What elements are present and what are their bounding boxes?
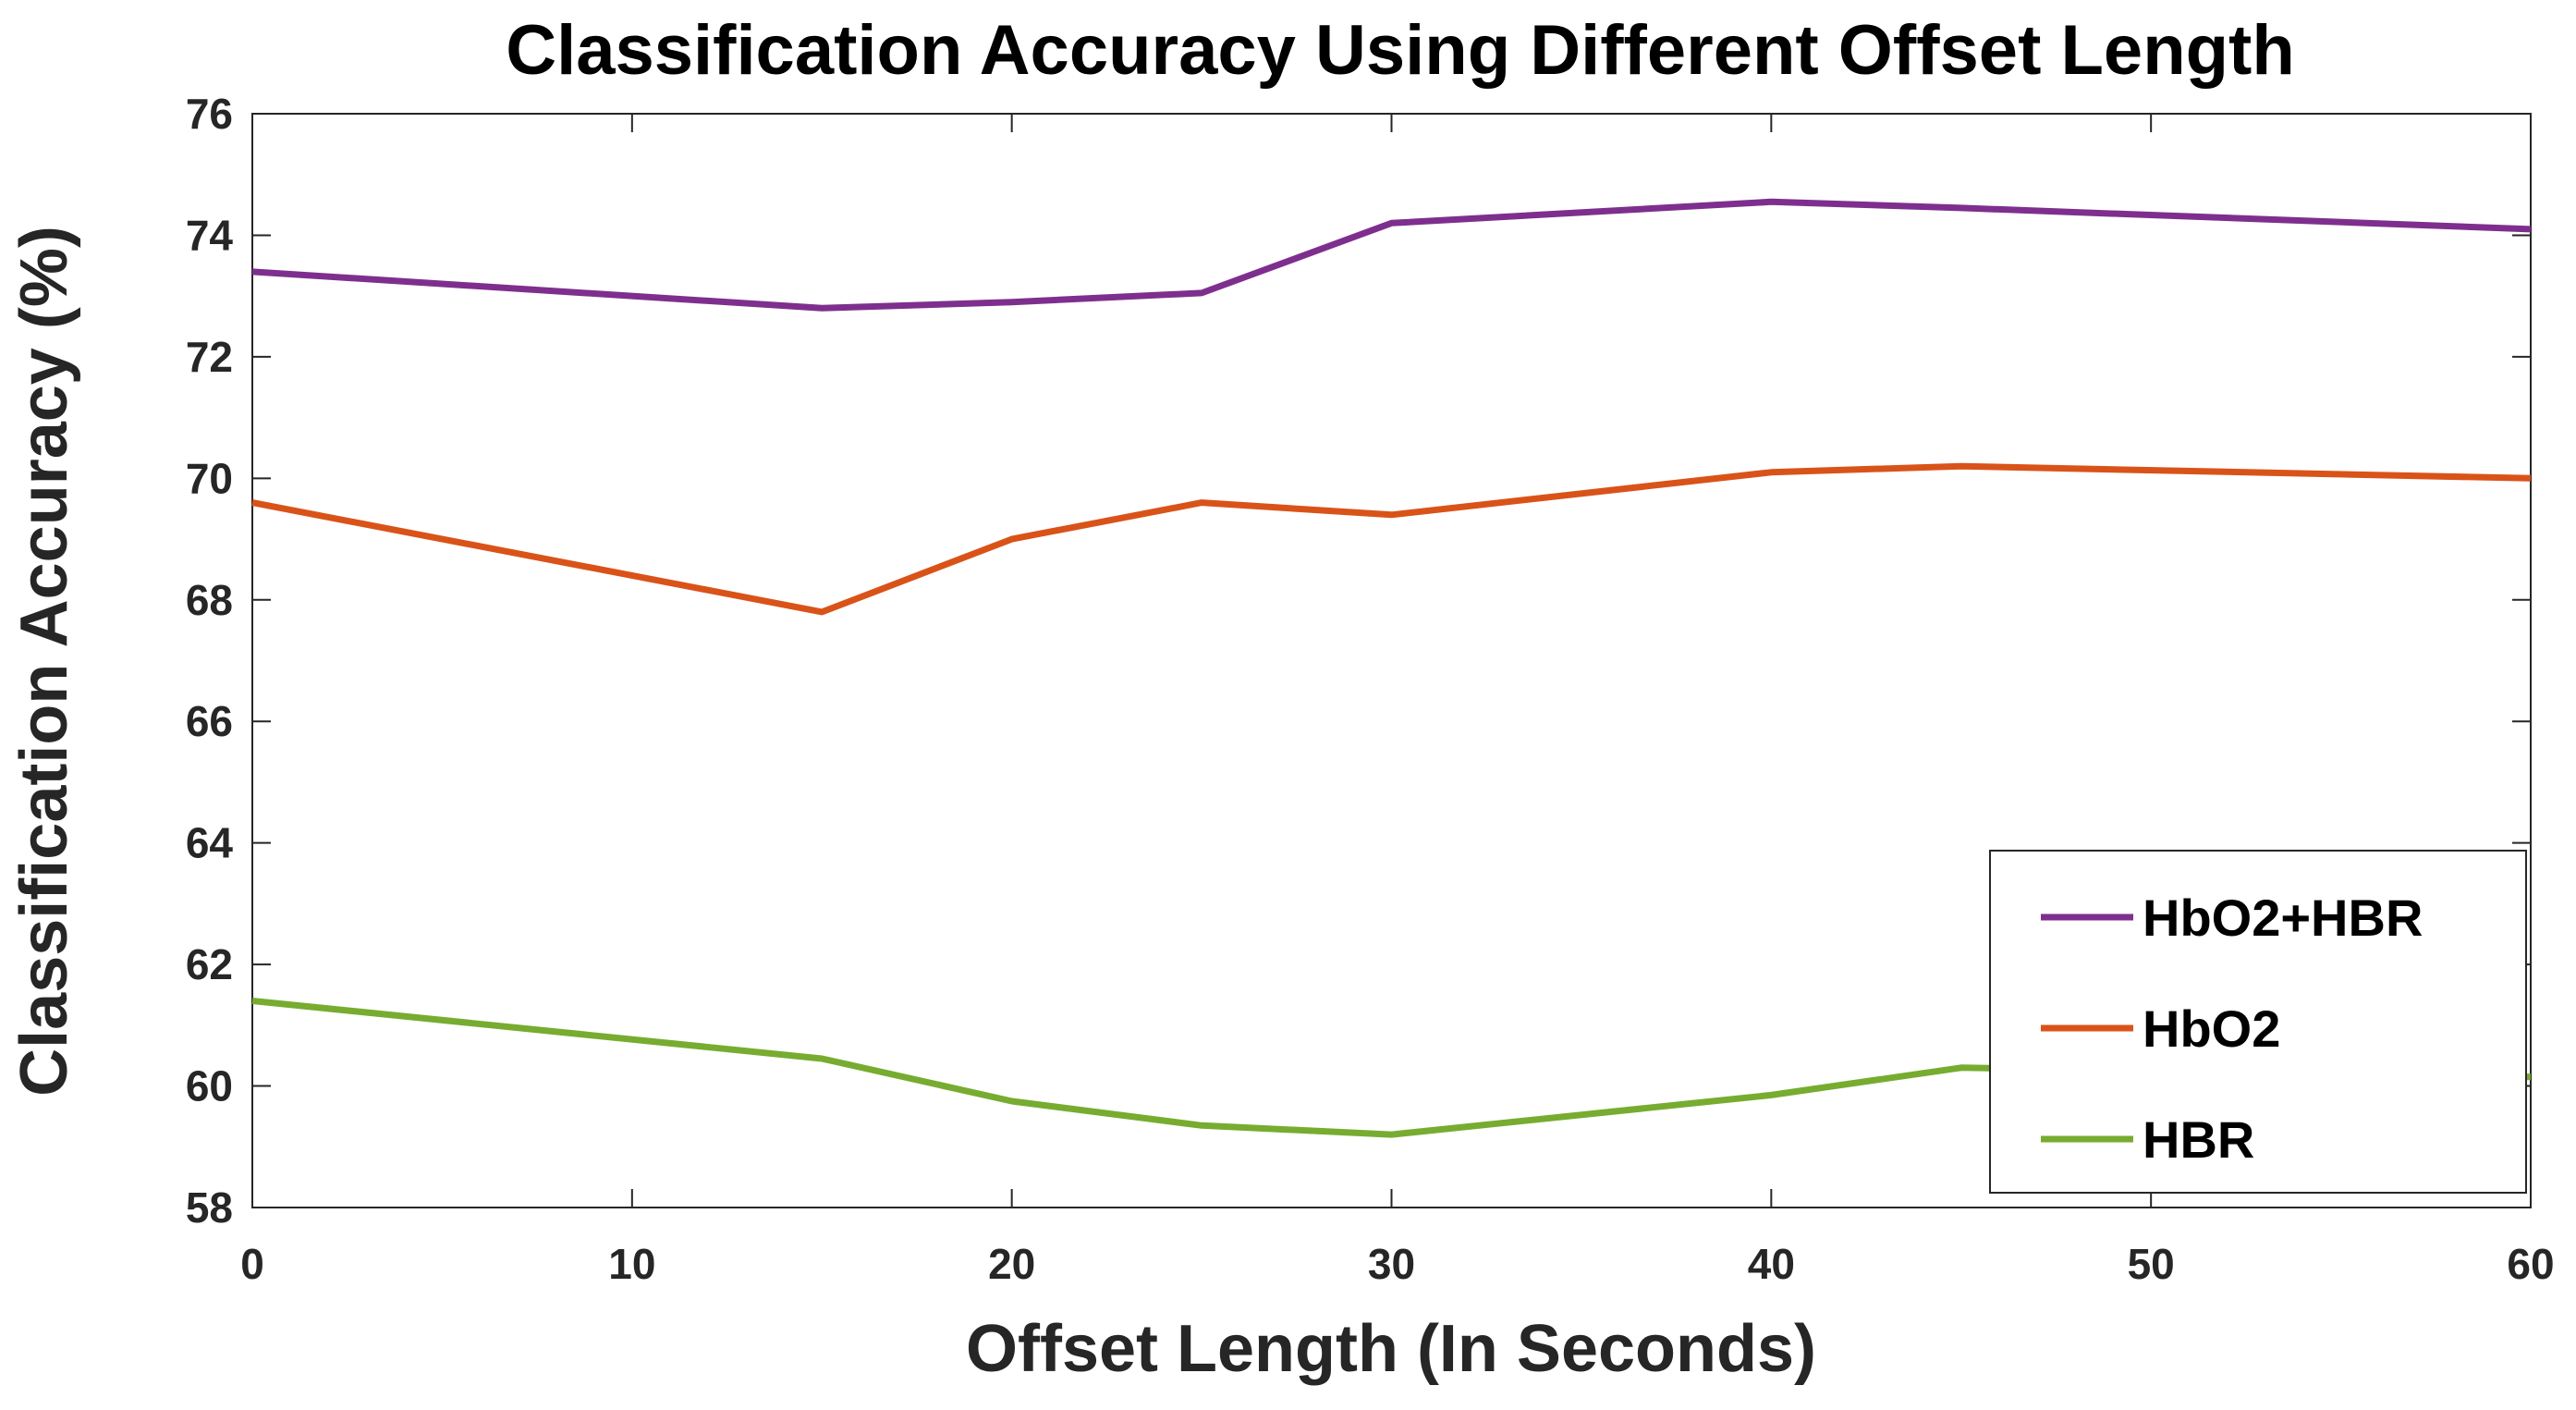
y-tick-label: 74 <box>186 211 234 259</box>
chart-title: Classification Accuracy Using Different … <box>506 11 2295 90</box>
x-tick-label: 0 <box>240 1240 264 1288</box>
x-tick-label: 20 <box>988 1240 1035 1288</box>
y-tick-label: 68 <box>186 576 233 624</box>
legend-box <box>1989 850 2527 1194</box>
legend: HbO2+HBR HbO2 HBR <box>1989 850 2527 1194</box>
x-axis: 0 10 20 30 40 50 60 <box>240 114 2555 1288</box>
series-line <box>251 462 2532 616</box>
x-tick-label: 30 <box>1368 1240 1415 1288</box>
y-tick-label: 76 <box>186 90 233 138</box>
y-tick-label: 66 <box>186 697 233 745</box>
series-line <box>251 198 2532 312</box>
x-tick-label: 10 <box>608 1240 655 1288</box>
y-tick-label: 72 <box>186 333 233 381</box>
y-tick-label: 60 <box>186 1062 233 1110</box>
x-tick-label: 40 <box>1748 1240 1795 1288</box>
y-tick-label: 64 <box>186 819 234 867</box>
y-axis-label: Classification Accuracy (%) <box>7 226 81 1097</box>
y-tick-label: 62 <box>186 940 233 988</box>
y-tick-label: 70 <box>186 454 233 502</box>
series-lines <box>251 198 2532 1138</box>
y-tick-label: 58 <box>186 1183 233 1232</box>
legend-entry: HbO2 <box>2143 999 2280 1058</box>
legend-entry: HbO2+HBR <box>2143 889 2423 947</box>
x-tick-label: 60 <box>2507 1240 2554 1288</box>
x-tick-label: 50 <box>2128 1240 2175 1288</box>
x-axis-label: Offset Length (In Seconds) <box>966 1312 1816 1386</box>
legend-entry: HBR <box>2143 1110 2254 1169</box>
series-line <box>251 998 2532 1138</box>
y-axis: 58 60 62 64 66 68 70 72 74 76 <box>186 90 2531 1232</box>
